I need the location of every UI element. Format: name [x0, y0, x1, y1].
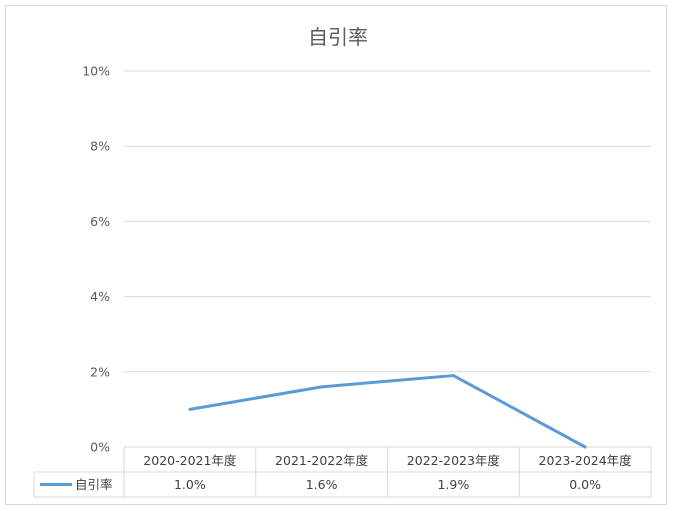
gridlines — [124, 70, 651, 448]
series-segment-0-2 — [451, 374, 587, 449]
series-lines — [188, 374, 587, 449]
data-label-0-1: 1.6% — [306, 477, 338, 492]
data-label-0-3: 0.0% — [569, 477, 601, 492]
series-segment-0-1 — [320, 374, 455, 389]
data-label-0-0: 1.0% — [174, 477, 206, 492]
chart-frame — [5, 5, 667, 505]
data-table: 2020-2021年度 2021-2022年度 2022-2023年度 2023-20… — [33, 447, 652, 498]
category-label-3: 2023-2024年度 — [539, 453, 633, 468]
data-label-0-2: 1.9% — [437, 477, 469, 492]
chart-title: 自引率 — [308, 25, 368, 49]
category-label-0: 2020-2021年度 — [143, 453, 237, 468]
legend-label-0: 自引率 — [75, 477, 113, 492]
category-label-1: 2021-2022年度 — [275, 453, 369, 468]
y-tick-label-10: 10% — [82, 64, 110, 79]
y-axis-tick-labels: 0% 2% 4% 6% 8% 10% — [82, 64, 110, 455]
y-tick-label-6: 6% — [90, 214, 110, 229]
category-label-2: 2022-2023年度 — [407, 453, 501, 468]
y-tick-label-2: 2% — [90, 364, 110, 379]
y-tick-label-8: 8% — [90, 139, 110, 154]
y-tick-label-0: 0% — [90, 440, 110, 455]
y-tick-label-4: 4% — [90, 289, 110, 304]
series-segment-0-0 — [188, 385, 324, 411]
